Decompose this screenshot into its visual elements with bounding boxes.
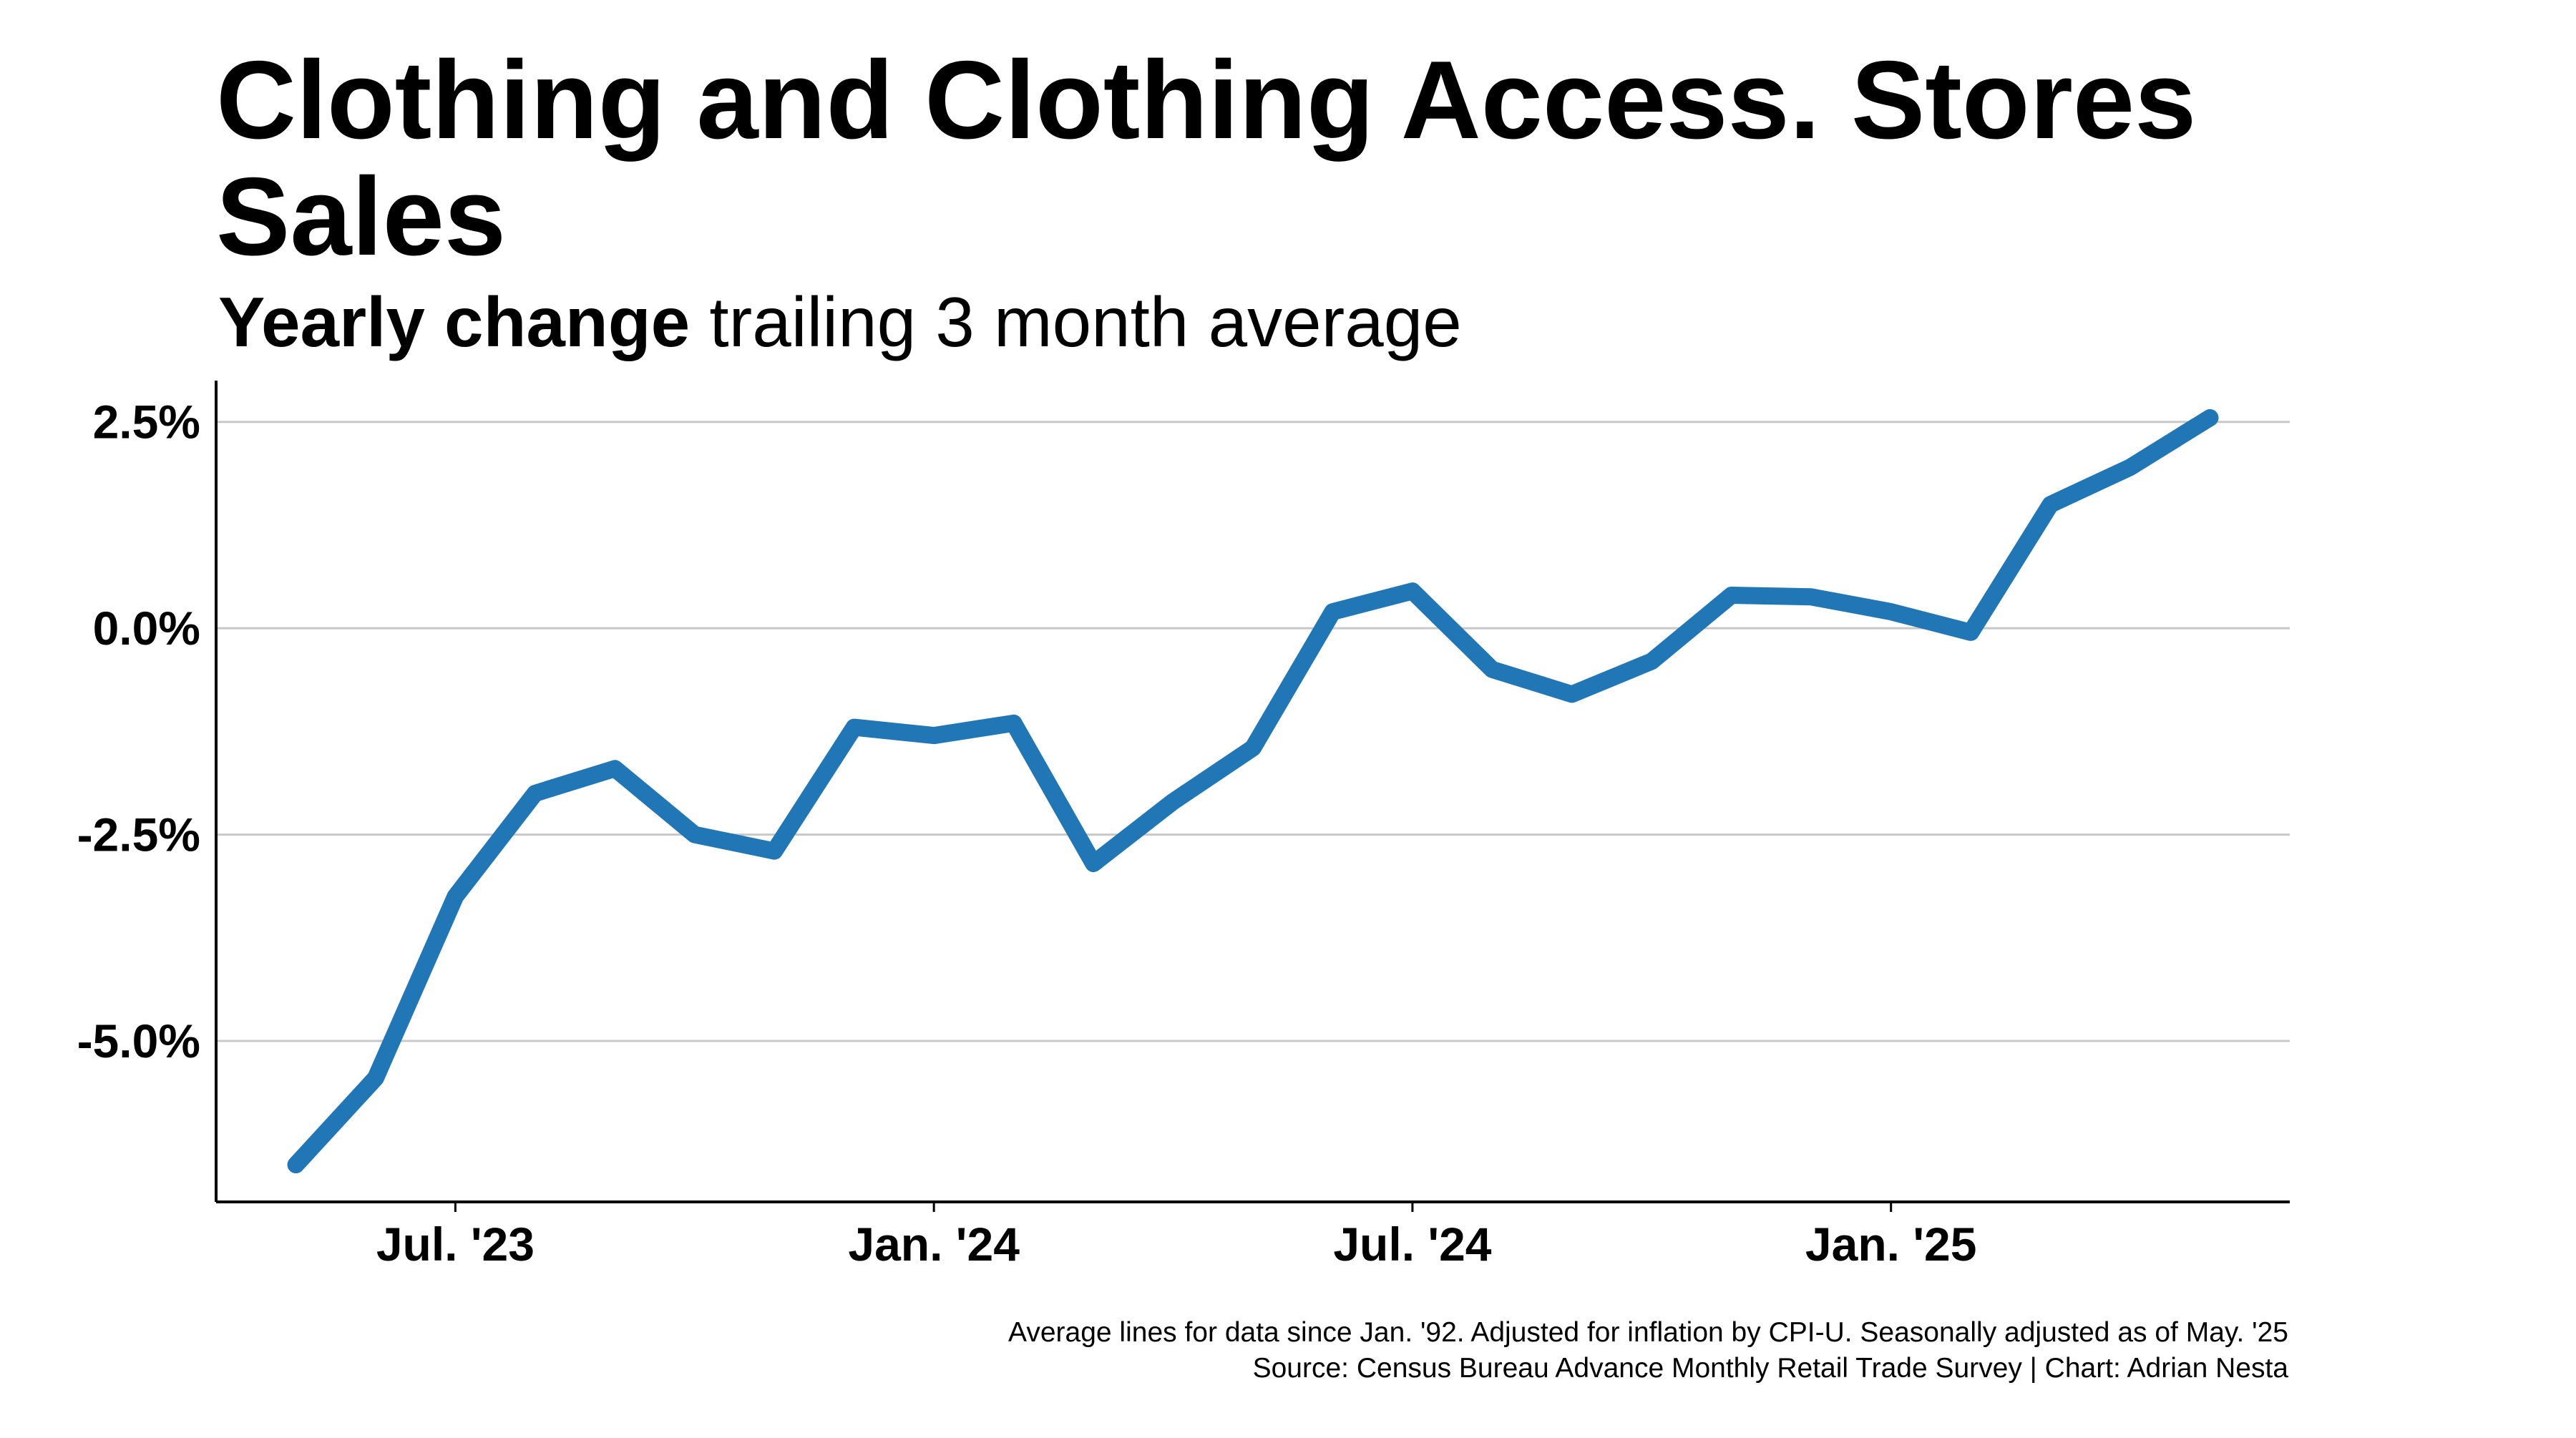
data-point: [614, 768, 615, 769]
data-point: [2050, 504, 2051, 505]
data-point: [1890, 611, 1892, 612]
data-point: [1013, 723, 1015, 724]
data-point: [1412, 590, 1413, 592]
caption-source: Source: Census Bureau Advance Monthly Re…: [1252, 1353, 2288, 1384]
data-point: [854, 727, 855, 728]
series-layer: [287, 409, 2219, 1174]
x-tick-label: Jan. '25: [1805, 1218, 1977, 1271]
data-point: [774, 851, 775, 852]
data-point: [454, 896, 456, 897]
caption-note: Average lines for data since Jan. '92. A…: [1008, 1317, 2288, 1348]
data-point: [2129, 466, 2131, 468]
y-tick-label: -2.5%: [77, 808, 200, 861]
x-tick-label: Jul. '23: [376, 1218, 535, 1271]
data-point: [1651, 660, 1652, 662]
data-point: [1810, 596, 1812, 597]
y-axis-ticks: 2.5% 0.0% -2.5% -5.0%: [77, 396, 200, 1067]
subtitle-rest: trailing 3 month average: [690, 283, 1462, 361]
y-tick-label: -5.0%: [77, 1014, 200, 1067]
data-point: [1252, 747, 1254, 748]
data-point: [1173, 801, 1174, 802]
data-point: [694, 834, 696, 836]
data-point: [1970, 632, 1971, 633]
data-point: [1731, 595, 1732, 596]
data-point: [1491, 669, 1493, 670]
data-point: [375, 1077, 376, 1079]
x-axis-ticks: Jul. '23 Jan. '24 Jul. '24 Jan. '25: [376, 1202, 1977, 1271]
data-point: [2210, 417, 2211, 419]
y-tick-label: 0.0%: [93, 602, 200, 655]
data-point: [1093, 863, 1094, 864]
data-point: [933, 735, 935, 736]
data-point: [1571, 693, 1573, 695]
data-point: [295, 1164, 296, 1165]
chart-title: Clothing and Clothing Access. Stores Sal…: [216, 38, 2197, 278]
data-point: [535, 793, 536, 794]
chart-subtitle: Yearly change trailing 3 month average: [218, 279, 1462, 365]
y-tick-label: 2.5%: [93, 396, 200, 449]
x-tick-label: Jul. '24: [1333, 1218, 1491, 1271]
chart-caption: Average lines for data since Jan. '92. A…: [1008, 1315, 2288, 1386]
series-line: [287, 409, 2219, 1174]
subtitle-highlight: Yearly change: [218, 283, 691, 361]
data-point: [1332, 611, 1333, 612]
x-tick-label: Jan. '24: [848, 1218, 1020, 1271]
